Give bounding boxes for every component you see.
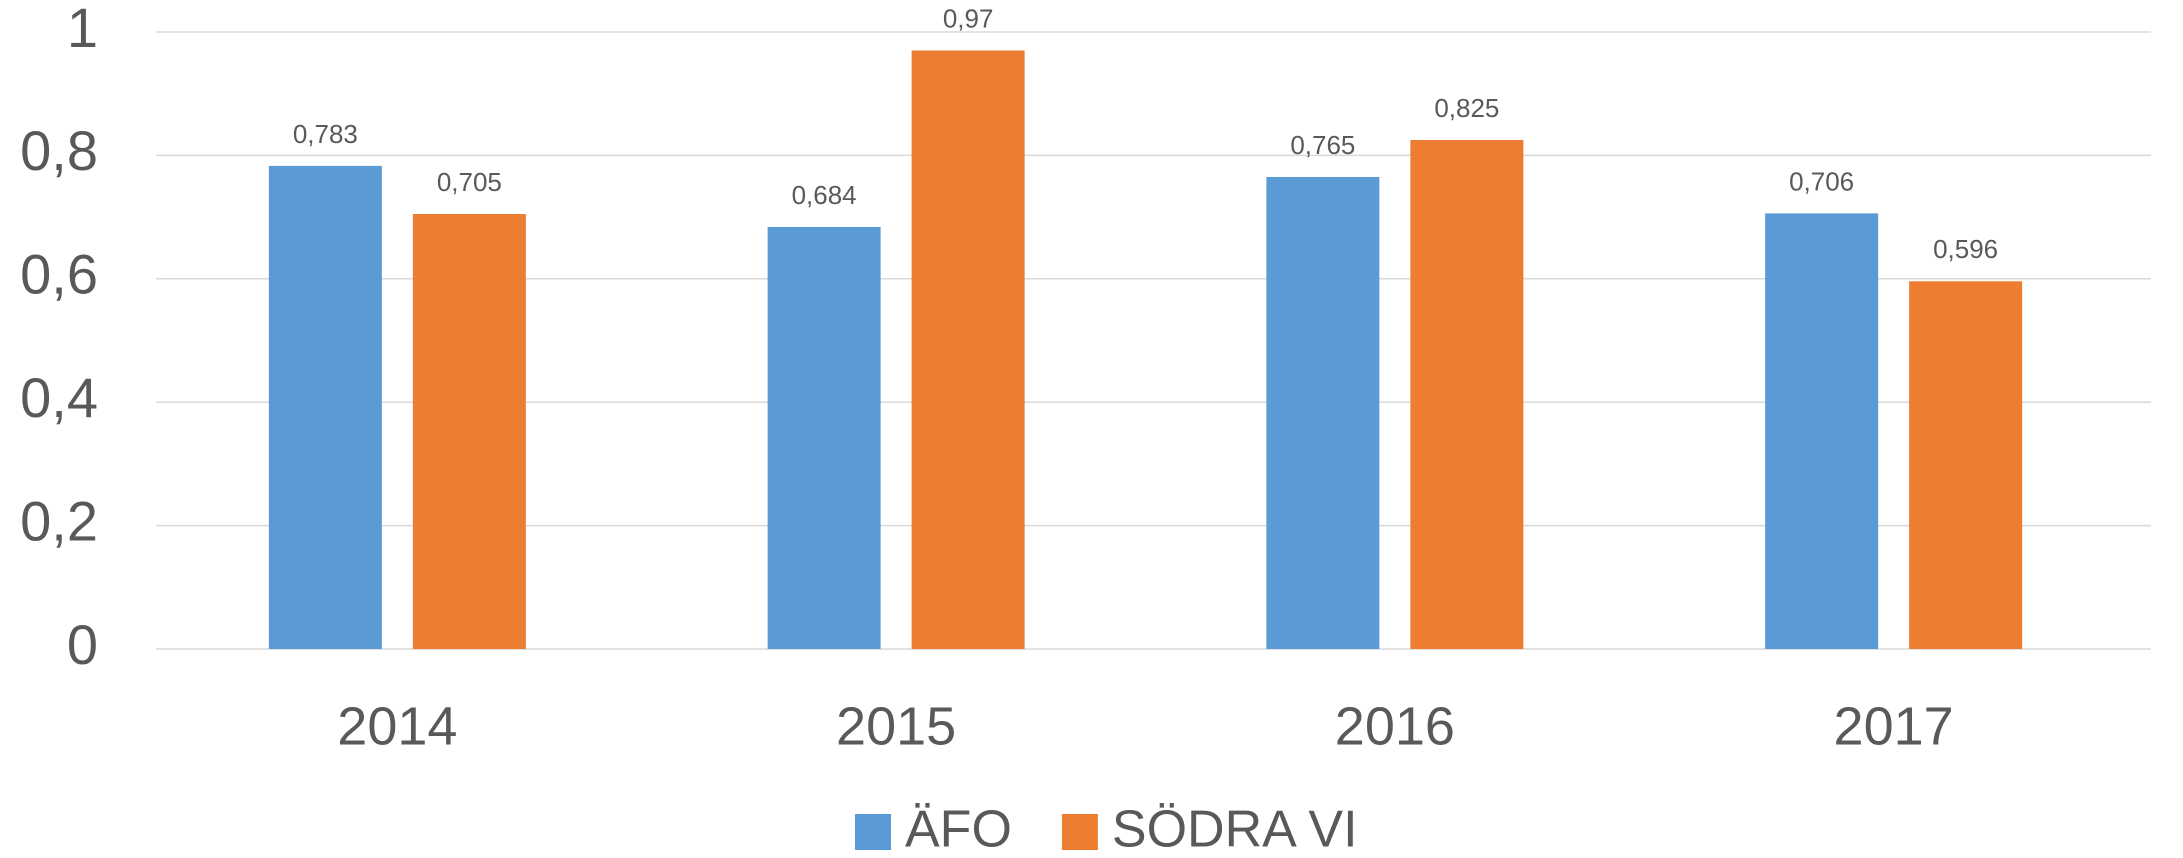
- legend-label: ÄFO: [905, 801, 1012, 858]
- data-label: 0,783: [293, 119, 358, 149]
- bar: [1266, 176, 1380, 649]
- y-tick-label: 0: [67, 613, 98, 676]
- x-tick-label: 2015: [836, 696, 956, 756]
- data-label: 0,684: [792, 180, 857, 210]
- data-label: 0,596: [1933, 234, 1998, 264]
- x-tick-label: 2014: [337, 696, 457, 756]
- data-label: 0,825: [1434, 93, 1499, 123]
- bar: [412, 214, 526, 649]
- bar: [1410, 139, 1524, 649]
- y-tick-label: 0,6: [20, 243, 98, 306]
- data-label: 0,765: [1290, 130, 1355, 160]
- y-tick-label: 0,2: [20, 489, 98, 552]
- legend-swatch: [855, 814, 891, 850]
- x-tick-label: 2017: [1834, 696, 1954, 756]
- bar: [767, 226, 881, 650]
- y-tick-label: 1: [67, 0, 98, 59]
- data-label: 0,705: [437, 167, 502, 197]
- data-label: 0,97: [943, 3, 994, 33]
- y-tick-label: 0,8: [20, 119, 98, 182]
- bar: [911, 50, 1025, 649]
- y-tick-label: 0,4: [20, 366, 98, 429]
- data-label: 0,706: [1789, 166, 1854, 196]
- bar: [268, 165, 382, 649]
- legend-label: SÖDRA VI: [1112, 801, 1358, 858]
- legend-swatch: [1061, 814, 1098, 850]
- bar: [1909, 281, 2023, 649]
- x-tick-label: 2016: [1335, 696, 1455, 756]
- bar: [1765, 213, 1879, 649]
